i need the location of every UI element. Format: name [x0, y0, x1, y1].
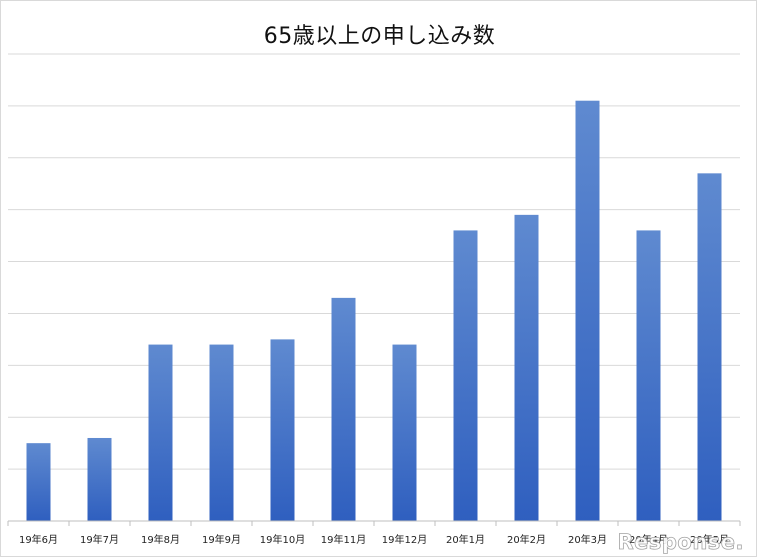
- bar: [270, 339, 295, 521]
- x-tick-label: 19年8月: [141, 533, 180, 546]
- bar: [392, 344, 417, 521]
- bar: [453, 230, 478, 521]
- x-tick-label: 20年4月: [629, 533, 668, 546]
- watermark-logo: Response.: [617, 530, 744, 554]
- x-tick-label: 20年2月: [507, 533, 546, 546]
- chart-title: 65歳以上の申し込み数: [263, 24, 496, 49]
- x-tick-label: 19年6月: [19, 533, 58, 546]
- bar: [209, 344, 234, 521]
- x-tick-label: 19年11月: [321, 533, 366, 546]
- bar: [636, 230, 661, 521]
- x-tick-label: 19年10月: [260, 533, 305, 546]
- x-tick-label: 20年1月: [446, 533, 485, 546]
- x-tick-label: 19年7月: [80, 533, 119, 546]
- x-tick-label: 20年3月: [568, 533, 607, 546]
- bar: [26, 443, 51, 521]
- bar: [575, 100, 600, 521]
- bar: [514, 214, 539, 521]
- x-tick-label: 19年12月: [382, 533, 427, 546]
- bar: [148, 344, 173, 521]
- bar: [87, 437, 112, 521]
- bar: [697, 173, 722, 521]
- bar: [331, 297, 356, 521]
- x-tick-label: 19年9月: [202, 533, 241, 546]
- x-tick-label: 20年5月: [690, 533, 729, 546]
